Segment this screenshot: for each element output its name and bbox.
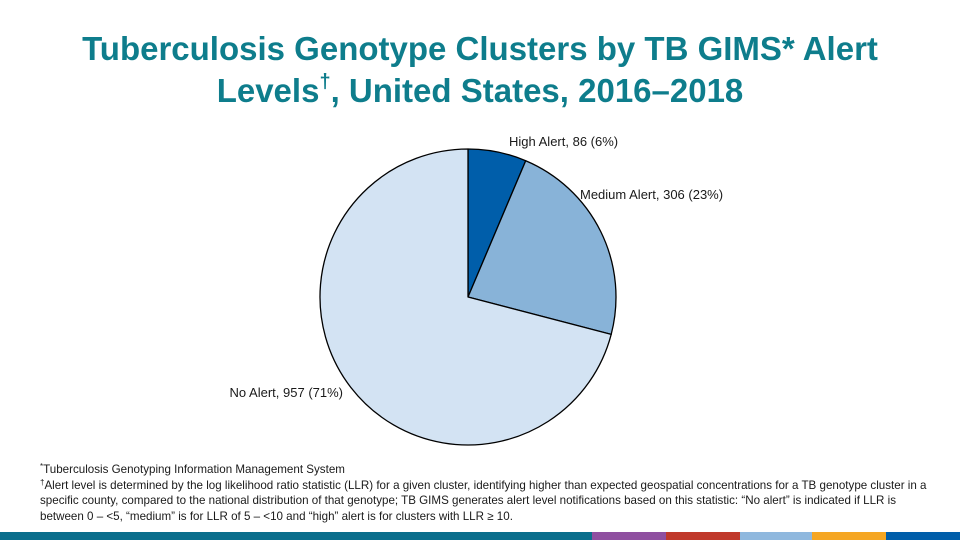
pie-labels: High Alert, 86 (6%) Medium Alert, 306 (23… — [230, 134, 724, 400]
page-title: Tuberculosis Genotype Clusters by TB GIM… — [40, 28, 920, 112]
footer-bar-segment — [592, 532, 666, 540]
footer-bar-segment — [812, 532, 886, 540]
footer-bar-segment — [886, 532, 960, 540]
title-dagger-mark: † — [319, 71, 331, 93]
pie-slice-2 — [467, 160, 617, 335]
footer-bar-segment — [0, 532, 592, 540]
footer-bar-segment — [666, 532, 740, 540]
footer-color-bar — [0, 532, 960, 540]
slice-label-1: High Alert, 86 (6%) — [509, 134, 618, 149]
footnote-1-text: Tuberculosis Genotyping Information Mana… — [43, 463, 345, 476]
slice-label-2: Medium Alert, 306 (23%) — [580, 187, 723, 202]
footer-bar-segment — [740, 532, 812, 540]
footnote-1-mark: * — [40, 462, 44, 471]
slice-label-3: No Alert, 957 (71%) — [230, 385, 343, 400]
pie-slices — [319, 148, 617, 446]
footnote-2-mark: † — [40, 477, 45, 487]
title-line-2-start: Levels — [216, 72, 320, 109]
footnotes: *Tuberculosis Genotyping Information Man… — [40, 462, 930, 524]
footnote-1: *Tuberculosis Genotyping Information Man… — [40, 462, 930, 478]
pie-chart: High Alert, 86 (6%) Medium Alert, 306 (23… — [230, 134, 724, 446]
pie-slice-3 — [319, 148, 612, 446]
title-line-1: Tuberculosis Genotype Clusters by TB GIM… — [82, 30, 878, 67]
footnote-2: †Alert level is determined by the log li… — [40, 478, 930, 525]
title-line-2-end: , United States, 2016–2018 — [330, 72, 744, 109]
footnote-2-text: Alert level is determined by the log lik… — [40, 478, 927, 523]
